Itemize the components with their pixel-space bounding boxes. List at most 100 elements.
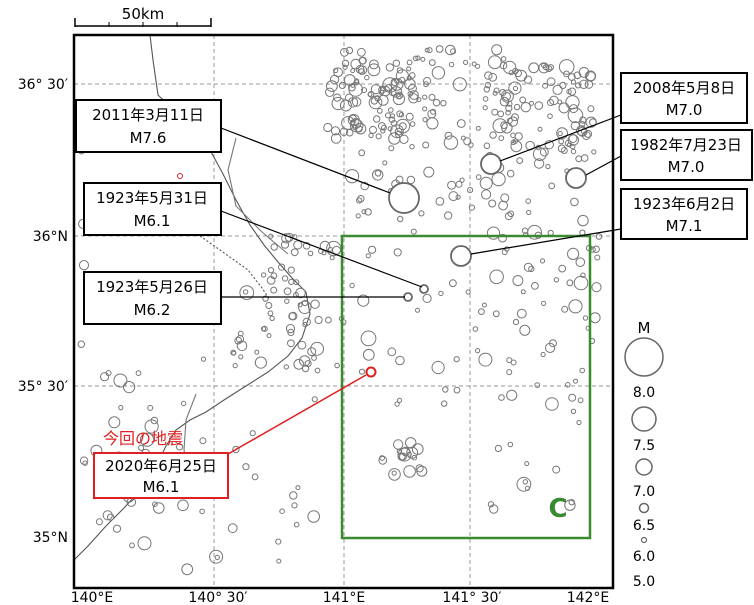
epicenter-marker [564, 499, 576, 511]
epicenter-marker [407, 84, 417, 93]
epicenter-marker [579, 229, 586, 236]
epicenter-marker [580, 272, 586, 278]
epicenter-marker [552, 84, 563, 96]
epicenter-marker [411, 443, 424, 456]
epicenter-marker [584, 80, 594, 89]
epicenter-marker [553, 277, 560, 283]
epicenter-marker [506, 169, 515, 178]
scale-bar: 50km [74, 5, 212, 27]
epicenter-marker [441, 400, 448, 407]
lon-label: 140° 30′ [188, 590, 247, 605]
epicenter-marker [489, 504, 499, 514]
epicenter-marker [510, 359, 517, 366]
epicenter-marker [403, 465, 416, 478]
epicenter-marker [354, 78, 360, 84]
epicenter-marker [314, 315, 323, 325]
epicenter-marker [357, 65, 368, 75]
epicenter-marker [498, 233, 507, 243]
callout-1923-may31: 1923年5月31日 M6.1 [83, 182, 222, 236]
epicenter-marker [482, 105, 488, 111]
epicenter-marker [525, 198, 532, 204]
epicenter-marker [199, 437, 207, 445]
epicenter-marker [361, 209, 367, 215]
epicenter-marker [579, 116, 587, 124]
epicenter-marker [123, 381, 136, 394]
epicenter-marker [406, 175, 416, 185]
epicenter-marker [506, 100, 513, 107]
epicenter-marker [367, 91, 373, 97]
epicenter-marker [388, 468, 401, 481]
callout-1923-jun2: 1923年6月2日 M7.1 [620, 188, 748, 240]
epicenter-marker [279, 508, 285, 515]
epicenter-marker [573, 275, 589, 291]
epicenter-marker [426, 47, 433, 54]
epicenter-marker [231, 350, 237, 356]
epicenter-marker [542, 64, 550, 71]
epicenter-marker [484, 81, 492, 89]
epicenter-marker [138, 444, 145, 451]
legend-value: 7.5 [633, 438, 655, 454]
epicenter-marker [406, 451, 412, 457]
epicenter-marker [284, 232, 294, 242]
epicenter-marker [573, 378, 578, 384]
epicenter-marker [284, 298, 290, 304]
epicenter-marker [270, 272, 278, 280]
epicenter-marker [232, 363, 238, 369]
epicenter-marker [310, 299, 320, 309]
epicenter-marker [475, 174, 482, 180]
epicenter-marker [444, 131, 453, 140]
epicenter-marker [113, 373, 128, 388]
epicenter-marker [582, 315, 589, 321]
epicenter-marker [387, 347, 397, 357]
epicenter-marker [524, 461, 530, 467]
epicenter-marker [392, 59, 401, 67]
epicenter-marker [344, 93, 354, 102]
lat-label: 35° 30′ [18, 379, 68, 395]
callout-mag: M6.1 [134, 212, 171, 230]
epicenter-marker [378, 122, 386, 131]
epicenter-marker [549, 339, 557, 348]
lon-label: 140°E [71, 590, 114, 605]
epicenter-marker [507, 441, 514, 448]
epicenter-marker [108, 416, 121, 429]
epicenter-marker [498, 200, 509, 211]
epicenter-marker [440, 100, 447, 107]
epicenter-marker [262, 295, 269, 302]
epicenter-marker [78, 260, 90, 271]
epicenter-marker [534, 101, 544, 110]
epicenter-marker [567, 73, 576, 81]
epicenter-marker [357, 47, 366, 57]
epicenter-marker [291, 502, 298, 509]
epicenter-marker [416, 97, 422, 103]
epicenter-marker [415, 307, 420, 313]
epicenter-marker [107, 513, 115, 521]
epicenter-marker [369, 59, 379, 70]
callout-mag: M7.0 [668, 158, 705, 176]
epicenter-marker [388, 107, 394, 113]
epicenter-marker [528, 62, 540, 74]
epicenter-marker [568, 393, 577, 402]
epicenter-marker [575, 257, 586, 268]
epicenter-marker [254, 349, 260, 355]
epicenter-marker [153, 502, 165, 514]
epicenter-marker [463, 59, 469, 66]
callout-date: 2008年5月8日 [633, 79, 735, 97]
lon-label: 141° 30′ [442, 590, 501, 605]
epicenter-marker [506, 389, 518, 401]
epicenter-marker [354, 123, 367, 135]
epicenter-marker [592, 245, 600, 253]
epicenter-marker [338, 81, 346, 90]
epicenter-marker [545, 342, 556, 353]
epicenter-marker [287, 266, 295, 274]
lon-label: 142°E [567, 590, 610, 605]
longitude-labels: 140°E 140° 30′ 141°E 141° 30′ 142°E [71, 590, 610, 605]
epicenter-marker [249, 430, 256, 437]
epicenter-marker [426, 117, 439, 130]
epicenter-marker [100, 372, 110, 382]
epicenter-marker [242, 289, 249, 295]
epicenter-marker [260, 326, 267, 332]
epicenter-marker [533, 158, 545, 169]
epicenter-marker [570, 121, 580, 131]
epicenter-marker [77, 340, 86, 348]
epicenter-marker [348, 83, 356, 92]
